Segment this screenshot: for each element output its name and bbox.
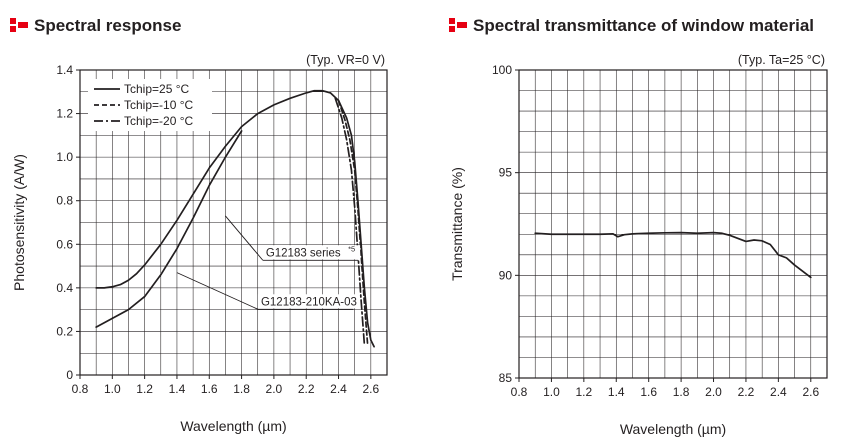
y-tick-label: 0 [66,368,73,382]
series-line [337,99,369,346]
legend-label: Tchip=25 °C [124,82,190,96]
y-tick-label: 1.4 [56,63,73,77]
legend-box [88,79,212,131]
series-line [334,97,366,346]
annotation-leader [225,215,264,261]
x-tick-label: 1.8 [233,382,250,396]
plot-frame [79,69,388,376]
y-tick-label: 1.2 [56,107,73,121]
condition-label: (Typ. VR=0 V) [306,53,385,67]
title-bullet-icon [449,18,467,32]
left-chart-title-text: Spectral response [34,16,182,35]
x-tick-label: 1.8 [673,385,690,399]
x-axis-label: Wavelength (µm) [180,418,286,434]
y-tick-label: 90 [499,268,513,282]
x-tick-label: 2.0 [705,385,722,399]
x-tick-label: 1.0 [543,385,560,399]
condition-label: (Typ. Ta=25 °C) [738,53,825,67]
x-tick-label: 2.0 [266,382,283,396]
x-tick-label: 1.2 [136,382,153,396]
annotation-backdrop [257,294,356,309]
legend-label: Tchip=-20 °C [124,114,193,128]
x-tick-label: 2.2 [738,385,755,399]
x-tick-label: 2.4 [770,385,787,399]
series-line [95,89,375,348]
x-tick-label: 2.4 [330,382,347,396]
x-tick-label: 1.6 [640,385,657,399]
plot-frame [518,69,828,379]
annotation-label: G12183-210KA-03 [261,296,357,308]
right-chart-title-text: Spectral transmittance of window materia… [473,16,815,35]
annotation-label: G12183 series [266,247,341,259]
y-tick-label: 85 [499,371,513,385]
x-tick-label: 2.2 [298,382,315,396]
x-tick-label: 0.8 [72,382,89,396]
x-tick-label: 2.6 [802,385,819,399]
series-line [95,130,243,328]
x-tick-label: 1.4 [169,382,186,396]
right-chart-title: Spectral transmittance of window materia… [449,16,814,36]
x-tick-label: 1.6 [201,382,218,396]
y-tick-label: 0.6 [56,237,73,251]
x-tick-label: 1.2 [575,385,592,399]
legend-label: Tchip=-10 °C [124,98,193,112]
y-tick-label: 0.4 [56,281,73,295]
y-tick-label: 100 [492,63,512,77]
left-chart-title: Spectral response [10,16,181,36]
y-tick-label: 0.2 [56,324,73,338]
annotation-leader [176,272,259,310]
y-tick-label: 1.0 [56,150,73,164]
annotation-backdrop [262,245,361,260]
annotation-superscript: *5 [348,244,355,253]
x-tick-label: 1.0 [104,382,121,396]
x-tick-label: 1.4 [608,385,625,399]
x-axis-label: Wavelength (µm) [620,421,726,437]
series-line [534,231,812,279]
y-tick-label: 95 [499,166,513,180]
x-tick-label: 0.8 [511,385,528,399]
y-axis-label: Transmittance (%) [449,167,465,281]
y-tick-label: 0.8 [56,194,73,208]
title-bullet-icon [10,18,28,32]
y-axis-label: Photosensitivity (A/W) [11,154,27,291]
x-tick-label: 2.6 [362,382,379,396]
